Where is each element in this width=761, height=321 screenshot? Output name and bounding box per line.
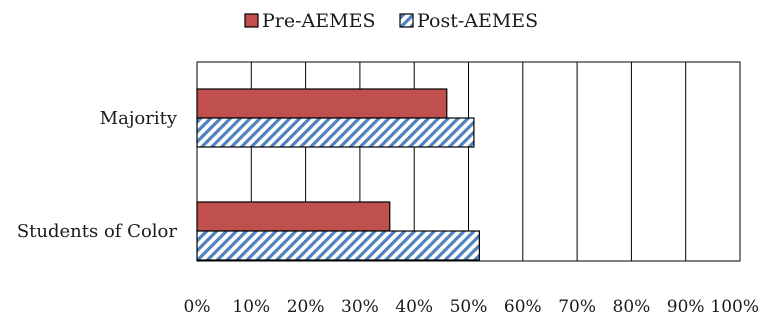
category-label-1: Students of Color <box>17 221 178 242</box>
x-tick-label-10: 100% <box>710 297 759 317</box>
bar-pre-0 <box>196 88 448 119</box>
x-tick-label-5: 50% <box>450 297 488 317</box>
legend: Pre-AEMES Post-AEMES <box>244 10 538 32</box>
x-tick-label-6: 60% <box>504 297 542 317</box>
legend-swatch-1 <box>399 13 414 28</box>
x-tick-label-3: 30% <box>341 297 379 317</box>
bar-post-1 <box>196 230 480 261</box>
legend-swatch-0 <box>244 13 259 28</box>
plot-frame <box>196 61 741 262</box>
category-labels: Majority Students of Color <box>17 108 178 242</box>
x-tick-label-7: 70% <box>558 297 596 317</box>
x-tick-label-9: 90% <box>667 297 705 317</box>
x-tick-label-4: 40% <box>395 297 433 317</box>
x-tick-label-2: 20% <box>287 297 325 317</box>
legend-label-0: Pre-AEMES <box>262 10 375 32</box>
x-tick-label-8: 80% <box>613 297 651 317</box>
legend-label-1: Post-AEMES <box>417 10 538 32</box>
x-tick-label-1: 10% <box>232 297 270 317</box>
bar-post-0 <box>196 117 475 148</box>
x-tick-label-0: 0% <box>184 297 211 317</box>
category-label-0: Majority <box>100 108 178 129</box>
x-tick-labels: 0% 10% 20% 30% 40% 50% 60% 70% 80% 90% 100% <box>184 297 759 317</box>
bar-pre-1 <box>196 201 391 232</box>
bars <box>196 88 480 261</box>
plot-border <box>196 61 741 262</box>
